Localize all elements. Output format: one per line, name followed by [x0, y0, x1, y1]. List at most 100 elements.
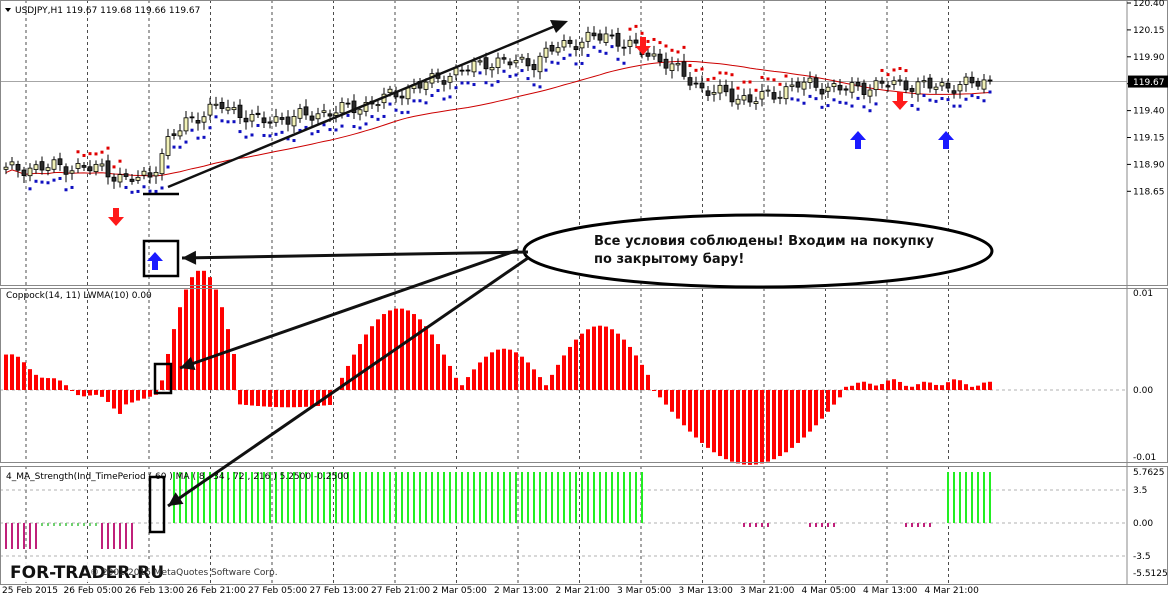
- trend-dot: [280, 130, 284, 134]
- candle: [333, 112, 339, 116]
- buy-signal-arrow: [938, 131, 954, 149]
- coppock-bar: [340, 377, 344, 390]
- trend-dot: [982, 99, 986, 103]
- coppock-bar: [664, 390, 668, 405]
- coppock-bar: [832, 390, 836, 405]
- strength-bar-up: [329, 472, 331, 523]
- strength-bar-up: [545, 472, 547, 523]
- candle: [111, 176, 117, 182]
- coppock-bar: [202, 270, 206, 390]
- candle: [195, 120, 201, 124]
- candle: [771, 92, 777, 100]
- strength-bar-up: [527, 472, 529, 523]
- strength-bar-up: [287, 472, 289, 523]
- sell-signal-arrow: [635, 37, 651, 55]
- coppock-bar: [136, 390, 140, 401]
- trend-dot: [544, 68, 548, 72]
- candle: [423, 81, 429, 90]
- strength-bar-up: [965, 472, 967, 523]
- trend-dot: [826, 104, 830, 108]
- trend-dot: [184, 140, 188, 144]
- time-axis-label: 2 Mar 05:00: [433, 586, 488, 596]
- callout-pointer-line: [179, 248, 519, 370]
- strength-bar-up: [989, 472, 991, 523]
- coppock-bar: [124, 390, 128, 405]
- coppock-bar: [304, 390, 308, 407]
- strength-bar-up: [479, 472, 481, 523]
- callout-pointer-head: [168, 492, 184, 506]
- strength-bar-up: [383, 472, 385, 523]
- strength-bar-up: [191, 472, 193, 523]
- coppock-bar: [982, 382, 986, 390]
- coppock-bar: [952, 379, 956, 390]
- coppock-bar: [964, 384, 968, 390]
- candle: [681, 61, 687, 77]
- strength-panel-title: 4_MA_Strength(Ind_TimePeriod ( 60 ) MA (…: [6, 472, 349, 482]
- coppock-bar: [28, 369, 32, 390]
- candle: [693, 82, 699, 85]
- trend-dot: [196, 136, 200, 140]
- coppock-bar: [706, 390, 710, 448]
- candle: [549, 44, 555, 52]
- time-axis-label: 26 Feb 21:00: [187, 586, 246, 596]
- trend-dot: [664, 44, 668, 48]
- strength-bar-up: [311, 472, 313, 523]
- strength-bar-down: [767, 523, 769, 527]
- strength-bar-down: [11, 523, 13, 549]
- strength-bar-up: [539, 472, 541, 523]
- candle: [849, 82, 855, 93]
- strength-bar-down: [35, 523, 37, 549]
- strength-bar-up: [293, 472, 295, 523]
- strength-bar-up: [377, 472, 379, 523]
- moving-average-line: [5, 60, 991, 177]
- coppock-bar: [688, 390, 692, 432]
- buy-signal-arrow: [147, 252, 163, 270]
- coppock-bar: [268, 390, 272, 407]
- coppock-bar: [670, 390, 674, 412]
- candle: [45, 167, 51, 171]
- coppock-bar: [370, 326, 374, 390]
- candle: [873, 80, 879, 90]
- trend-dot: [448, 95, 452, 99]
- candle: [129, 178, 135, 182]
- price-chart: [3, 24, 993, 270]
- coppock-bar: [592, 326, 596, 390]
- coppock-bar: [598, 325, 602, 390]
- candle: [459, 69, 465, 72]
- candle: [597, 33, 603, 41]
- strength-bar-down: [809, 523, 811, 527]
- coppock-bar: [112, 390, 116, 409]
- strength-bar-down: [47, 523, 49, 526]
- trend-dot: [178, 145, 182, 149]
- coppock-bar: [616, 333, 620, 390]
- coppock-bar: [946, 382, 950, 390]
- coppock-bar: [850, 385, 854, 390]
- sell-signal-arrow: [108, 208, 124, 226]
- candle: [657, 53, 663, 63]
- trend-dot: [652, 37, 656, 41]
- trend-dot: [874, 102, 878, 106]
- candle: [675, 62, 681, 66]
- coppock-bar: [976, 385, 980, 390]
- candle: [279, 117, 285, 120]
- time-axis-label: 4 Mar 21:00: [925, 586, 980, 596]
- trend-dot: [40, 180, 44, 184]
- current-price-badge: [1128, 75, 1168, 88]
- coppock-bar: [736, 390, 740, 464]
- trend-dot: [418, 99, 422, 103]
- coppock-bar: [478, 362, 482, 390]
- coppock-bar: [436, 344, 440, 390]
- coppock-bar: [814, 390, 818, 426]
- coppock-bar: [922, 381, 926, 390]
- trend-dot: [616, 57, 620, 61]
- trend-dot: [736, 86, 740, 90]
- coppock-bar: [550, 374, 554, 390]
- coppock-bar: [658, 390, 662, 398]
- coppock-bar: [916, 384, 920, 390]
- trend-dot: [460, 81, 464, 85]
- signal-bar-box: [142, 239, 180, 278]
- strength-bar-up: [365, 472, 367, 523]
- ma-strength-histogram: [5, 472, 991, 549]
- strength-bar-down: [53, 523, 55, 526]
